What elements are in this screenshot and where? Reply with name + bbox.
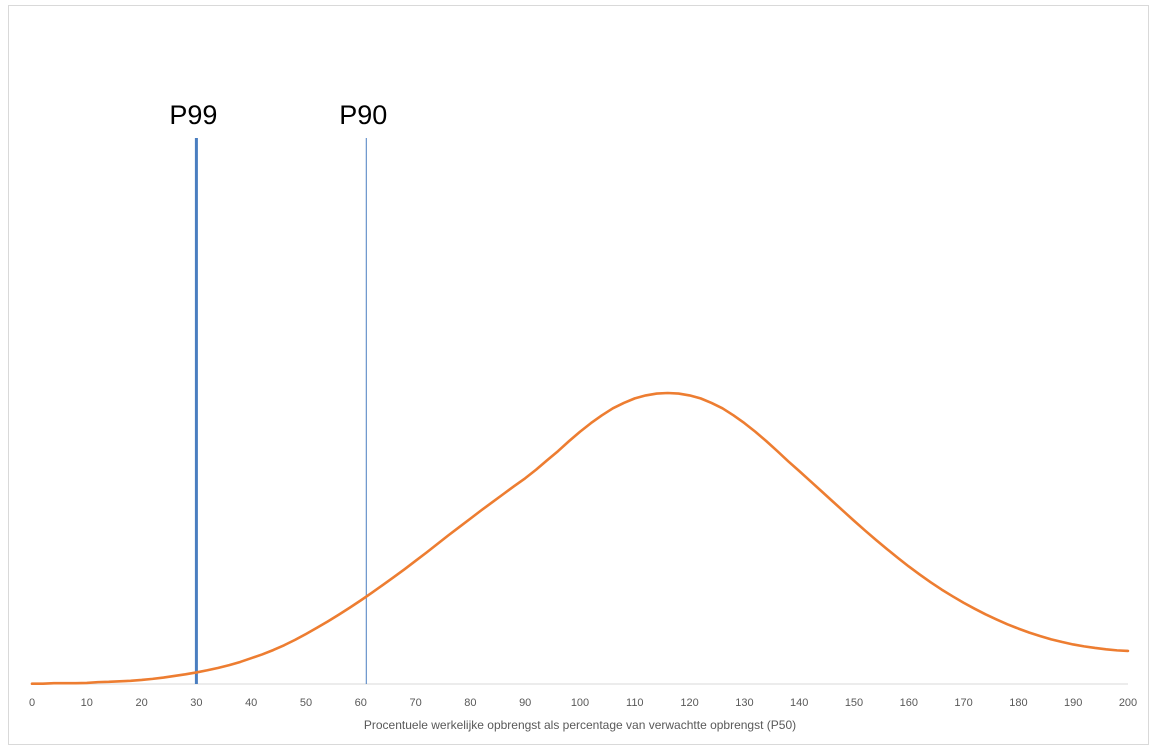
chart-svg: 0 10 20 30 40 50 60 70 80 90 100 110 120 130 140 150 160… <box>29 100 1137 732</box>
chart-frame: 0 10 20 30 40 50 60 70 80 90 100 110 120 130 140 150 160… <box>8 5 1149 745</box>
x-tick-label: 200 <box>1119 697 1137 709</box>
x-tick-label: 90 <box>519 697 531 709</box>
series-layer <box>30 391 1130 686</box>
marker-label-p90: P90 <box>339 100 387 130</box>
x-tick-label: 160 <box>900 697 918 709</box>
x-tick-label: 60 <box>355 697 367 709</box>
x-tick-label: 20 <box>135 697 147 709</box>
x-tick-label: 180 <box>1009 697 1027 709</box>
x-tick-label: 30 <box>190 697 202 709</box>
marker-layer <box>194 138 367 684</box>
x-tick-label: 80 <box>464 697 476 709</box>
series-line <box>30 391 1130 686</box>
axis-layer: 0 10 20 30 40 50 60 70 80 90 100 110 120 130 140 150 160… <box>29 683 1137 709</box>
x-tick-label: 50 <box>300 697 312 709</box>
x-tick-label: 120 <box>680 697 698 709</box>
x-tick-label: 70 <box>409 697 421 709</box>
x-tick-label: 110 <box>626 697 644 709</box>
label-layer: P99 P90 <box>169 100 387 130</box>
x-axis-title: Procentuele werkelijke opbrengst als per… <box>364 718 796 732</box>
x-tick-label: 130 <box>735 697 753 709</box>
x-tick-label: 190 <box>1064 697 1082 709</box>
x-tick-label: 40 <box>245 697 257 709</box>
x-tick-label: 150 <box>845 697 863 709</box>
x-tick-label: 10 <box>81 697 93 709</box>
x-tick-label: 140 <box>790 697 808 709</box>
x-tick-label: 170 <box>954 697 972 709</box>
x-tick-label: 0 <box>29 697 35 709</box>
marker-label-p99: P99 <box>169 100 217 130</box>
x-tick-label: 100 <box>571 697 589 709</box>
